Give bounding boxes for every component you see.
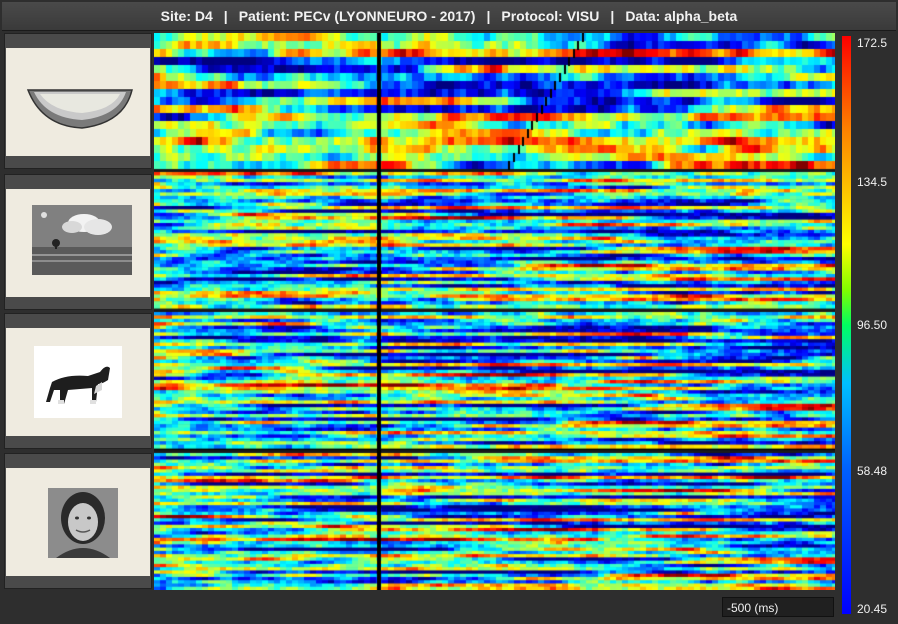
- colorbar-label: 58.48: [857, 464, 888, 478]
- face-icon: [48, 488, 118, 558]
- colorbar-max-label: 172.5: [857, 36, 888, 50]
- heatmap-raster[interactable]: [154, 33, 835, 590]
- dog-icon: [34, 346, 122, 418]
- separator: |: [223, 8, 228, 24]
- protocol-label: Protocol: VISU: [501, 8, 600, 24]
- colorbar: [842, 36, 851, 614]
- thumbnail-panel-face[interactable]: [4, 453, 152, 589]
- colorbar-min-label: 20.45: [857, 602, 888, 616]
- site-label: Site: D4: [160, 8, 213, 24]
- melon-icon: [26, 89, 133, 129]
- separator: |: [486, 8, 491, 24]
- thumbnail-panel-animal[interactable]: [4, 313, 152, 449]
- landscape-icon: [32, 205, 132, 275]
- colorbar-label: 96.50: [857, 318, 888, 332]
- thumbnail-panel-scene[interactable]: [4, 174, 152, 310]
- heatmap-canvas[interactable]: [154, 33, 835, 590]
- data-label: Data: alpha_beta: [625, 8, 738, 24]
- separator: |: [610, 8, 615, 24]
- colorbar-label: 134.5: [857, 175, 888, 189]
- time-readout: -500 (ms): [722, 597, 834, 617]
- patient-label: Patient: PECv (LYONNEURO - 2017): [238, 8, 476, 24]
- thumbnail-panel-melon[interactable]: [4, 33, 152, 169]
- title-bar: Site: D4 | Patient: PECv (LYONNEURO - 20…: [2, 2, 896, 31]
